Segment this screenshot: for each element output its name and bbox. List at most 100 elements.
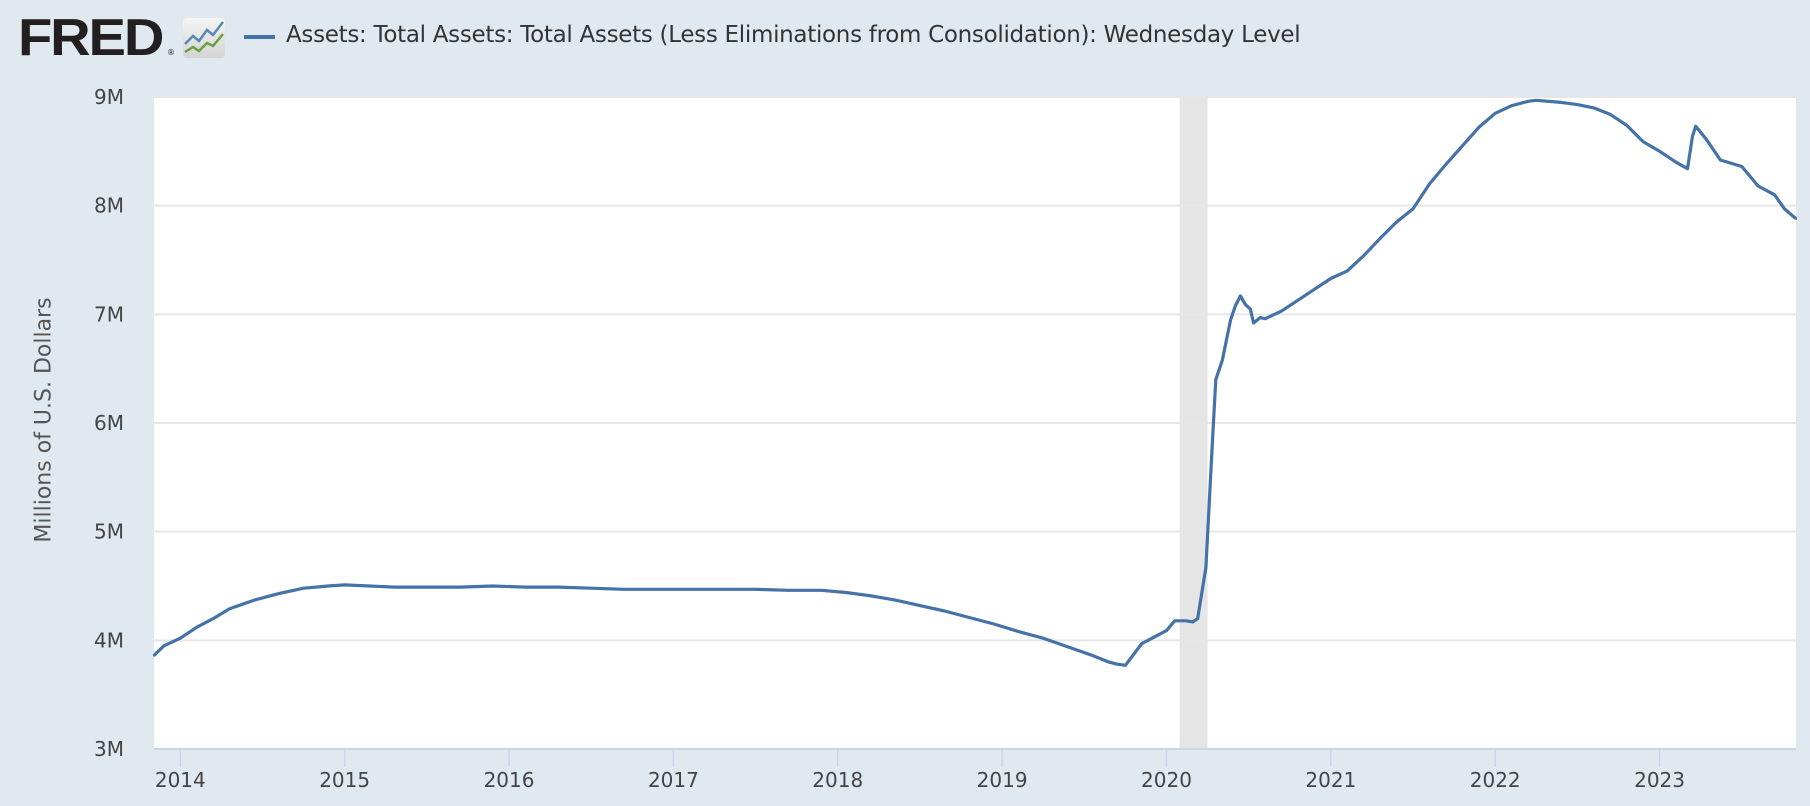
data-point [1773,193,1776,196]
data-point [1107,660,1111,664]
data-point [1719,158,1722,162]
x-tick-label: 2023 [1634,768,1685,792]
data-point [1559,101,1563,104]
x-tick-label: 2014 [155,768,206,792]
data-point [590,586,593,590]
data-point [1526,100,1530,103]
data-point [1378,237,1382,240]
data-point [1704,137,1707,140]
data-point [1296,299,1300,302]
data-point [179,636,182,640]
data-point [1249,307,1252,311]
series-points [152,99,1798,667]
data-point [1244,303,1247,306]
data-point [1535,99,1538,102]
data-point [655,588,659,591]
data-point [1740,165,1743,168]
x-tick-label: 2019 [977,768,1028,792]
data-point [1395,220,1398,224]
data-point [1592,106,1596,110]
data-point [869,594,872,597]
data-point [754,588,757,591]
data-point [1756,184,1760,188]
data-point [277,592,281,595]
data-point [787,589,790,592]
data-point [943,609,946,613]
data-point [992,622,996,626]
y-tick-label: 4M [94,628,124,652]
y-axis-ticks: 3M 4M 5M 6M 7M 8M 9M [94,85,124,761]
data-point [918,604,922,607]
data-point [1191,620,1194,624]
data-point [211,617,215,620]
legend-series-title[interactable]: Assets: Total Assets: Total Assets (Less… [286,22,1301,48]
data-point [1229,318,1232,321]
data-point [1140,642,1144,645]
data-point [1258,316,1262,319]
chart-header: FRED ® Assets: Total Assets: Total Asset… [0,0,1810,80]
data-point [1185,619,1188,622]
data-point [1641,140,1645,143]
fred-logo[interactable]: FRED [18,9,164,67]
data-point [1477,126,1480,129]
data-point [721,588,724,591]
data-point [327,584,330,588]
data-point [557,585,560,589]
data-point [195,626,198,629]
data-point [1625,124,1628,127]
data-point [1204,566,1208,569]
x-tick-label: 2022 [1470,768,1521,792]
data-point [1510,104,1513,107]
data-point [1252,321,1255,325]
data-point [1313,288,1316,291]
y-tick-label: 8M [94,194,124,218]
data-point [968,616,971,619]
data-point [1576,103,1579,106]
data-point [1280,309,1283,313]
data-point [844,591,848,594]
data-point [1091,654,1094,657]
data-point [1234,304,1237,307]
data-point [1658,150,1661,153]
data-point [1494,112,1497,115]
x-tick-label: 2021 [1305,768,1356,792]
data-point [1165,629,1168,632]
data-point [688,588,692,591]
data-point [458,585,461,589]
data-point [425,585,429,589]
data-point [1124,664,1127,667]
data-point [253,598,256,602]
data-point [1157,633,1160,637]
y-tick-label: 6M [94,411,124,435]
data-point [1783,207,1786,211]
y-tick-label: 9M [94,85,124,109]
data-point [1346,269,1349,273]
data-point [1411,207,1415,211]
legend-series-swatch [244,35,275,39]
data-point [820,589,823,592]
data-point [1609,113,1612,116]
data-point [1066,645,1070,649]
series-line[interactable] [152,98,1798,667]
data-point [368,584,371,588]
x-tick-label: 2016 [484,768,535,792]
data-point [1211,439,1214,442]
grid-lines [154,96,1796,642]
data-point [1444,163,1448,166]
data-point [1115,663,1119,666]
data-point [1042,636,1045,640]
data-point [152,654,156,657]
data-point [1362,254,1365,257]
data-point [1461,144,1464,148]
data-point [1674,161,1678,164]
data-point [1198,606,1201,609]
data-point [1263,317,1267,320]
data-point [1686,167,1689,170]
data-point [1221,358,1224,362]
data-point [162,644,166,647]
data-point [1224,342,1227,345]
line-chart-icon [183,18,225,58]
data-point [1017,630,1020,633]
data-point [894,598,897,602]
